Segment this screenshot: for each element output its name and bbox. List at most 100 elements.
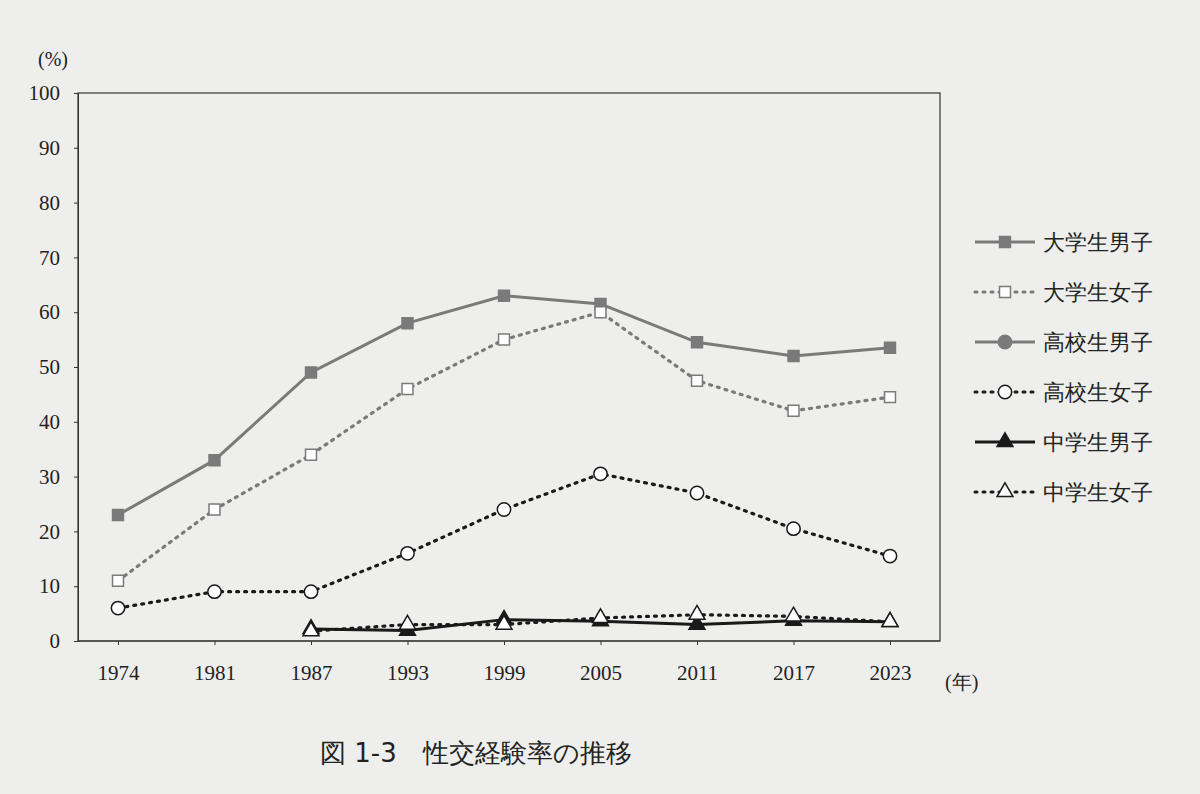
y-tick: 100	[29, 81, 79, 105]
x-tick-label: 2017	[773, 661, 815, 685]
y-tick-mark	[74, 312, 78, 313]
x-tick-mark	[504, 641, 505, 645]
series-markers	[303, 605, 898, 635]
y-tick-mark	[74, 641, 78, 642]
y-tick-mark	[74, 148, 78, 149]
x-tick-label: 1999	[484, 661, 526, 685]
y-tick: 60	[39, 300, 78, 324]
marker	[499, 290, 510, 301]
x-tick: 1974	[98, 641, 141, 685]
y-tick-mark	[74, 203, 78, 204]
y-tick-mark	[74, 367, 78, 368]
y-tick-mark	[74, 477, 78, 478]
marker	[882, 613, 898, 627]
series-markers	[111, 467, 896, 615]
marker	[113, 509, 124, 520]
y-tick-mark	[74, 586, 78, 587]
y-tick: 50	[39, 355, 78, 379]
legend-label: 中学生男子	[1043, 430, 1153, 455]
marker	[787, 522, 800, 535]
marker	[304, 585, 317, 598]
marker	[788, 405, 799, 416]
x-tick-label: 1987	[291, 661, 333, 685]
marker	[306, 449, 317, 460]
x-tick-label: 2011	[677, 661, 718, 685]
marker	[402, 383, 413, 394]
marker	[401, 547, 414, 560]
marker	[594, 467, 607, 480]
x-tick: 2023	[870, 641, 912, 685]
series-markers	[113, 307, 896, 586]
y-tick-mark	[74, 257, 78, 258]
y-tick-mark	[74, 93, 78, 94]
x-axis-title: (年)	[945, 671, 978, 694]
y-axis-line	[74, 94, 79, 642]
marker	[690, 486, 703, 499]
x-tick-mark	[697, 641, 698, 645]
legend-marker	[1000, 287, 1011, 298]
marker	[400, 615, 416, 629]
marker	[111, 601, 124, 614]
y-tick-label: 90	[39, 136, 60, 160]
legend-label: 大学生男子	[1043, 230, 1153, 255]
x-tick-mark	[890, 641, 891, 645]
y-tick-mark	[74, 531, 78, 532]
x-tick-label: 1981	[194, 661, 236, 685]
marker	[689, 605, 705, 619]
marker	[209, 455, 220, 466]
marker	[786, 607, 802, 621]
marker	[499, 334, 510, 345]
marker	[209, 504, 220, 515]
marker	[497, 503, 510, 516]
y-tick-label: 60	[39, 300, 60, 324]
legend: 大学生男子大学生女子高校生男子高校生女子中学生男子中学生女子	[975, 230, 1153, 505]
legend-label: 大学生女子	[1043, 280, 1153, 305]
y-tick: 40	[39, 410, 78, 434]
y-tick: 10	[39, 574, 78, 598]
x-tick-label: 2023	[870, 661, 912, 685]
marker	[788, 351, 799, 362]
y-axis-title: (%)	[38, 48, 68, 71]
marker	[113, 575, 124, 586]
marker	[883, 549, 896, 562]
x-tick: 2005	[580, 641, 622, 685]
marker	[303, 622, 319, 636]
y-tick: 20	[39, 520, 78, 544]
x-tick-label: 2005	[580, 661, 622, 685]
y-tick: 70	[39, 246, 78, 270]
legend-marker	[997, 483, 1013, 497]
chart: 0 10 20 30 40 50 60 70 80 90 100 1974 1981 1987 1993 19…	[0, 0, 1200, 794]
x-tick: 1981	[194, 641, 236, 685]
y-tick-label: 70	[39, 246, 60, 270]
x-tick-mark	[601, 641, 602, 645]
y-tick: 80	[39, 191, 78, 215]
x-tick: 1993	[387, 641, 429, 685]
plot-area	[111, 290, 898, 635]
marker	[208, 585, 221, 598]
y-tick-label: 80	[39, 191, 60, 215]
x-tick-mark	[118, 641, 119, 645]
x-tick-mark	[408, 641, 409, 645]
series-line	[118, 312, 890, 581]
y-tick-mark	[74, 422, 78, 423]
legend-marker	[997, 433, 1013, 447]
x-axis-line	[78, 641, 940, 642]
series-line	[118, 474, 890, 608]
y-tick-label: 40	[39, 410, 60, 434]
x-tick-label: 1974	[98, 661, 141, 685]
marker	[692, 375, 703, 386]
x-tick: 2011	[677, 641, 718, 685]
plot-frame	[78, 93, 940, 641]
x-tick: 1999	[484, 641, 526, 685]
y-tick-label: 0	[50, 629, 61, 653]
legend-label: 高校生男子	[1043, 330, 1153, 355]
marker	[885, 342, 896, 353]
legend-marker	[998, 385, 1011, 398]
chart-title: 図 1-3 性交経験率の推移	[320, 738, 632, 768]
y-tick: 90	[39, 136, 78, 160]
marker	[306, 367, 317, 378]
x-tick: 1987	[291, 641, 333, 685]
y-tick: 30	[39, 465, 78, 489]
x-tick-mark	[311, 641, 312, 645]
legend-marker	[1000, 237, 1011, 248]
